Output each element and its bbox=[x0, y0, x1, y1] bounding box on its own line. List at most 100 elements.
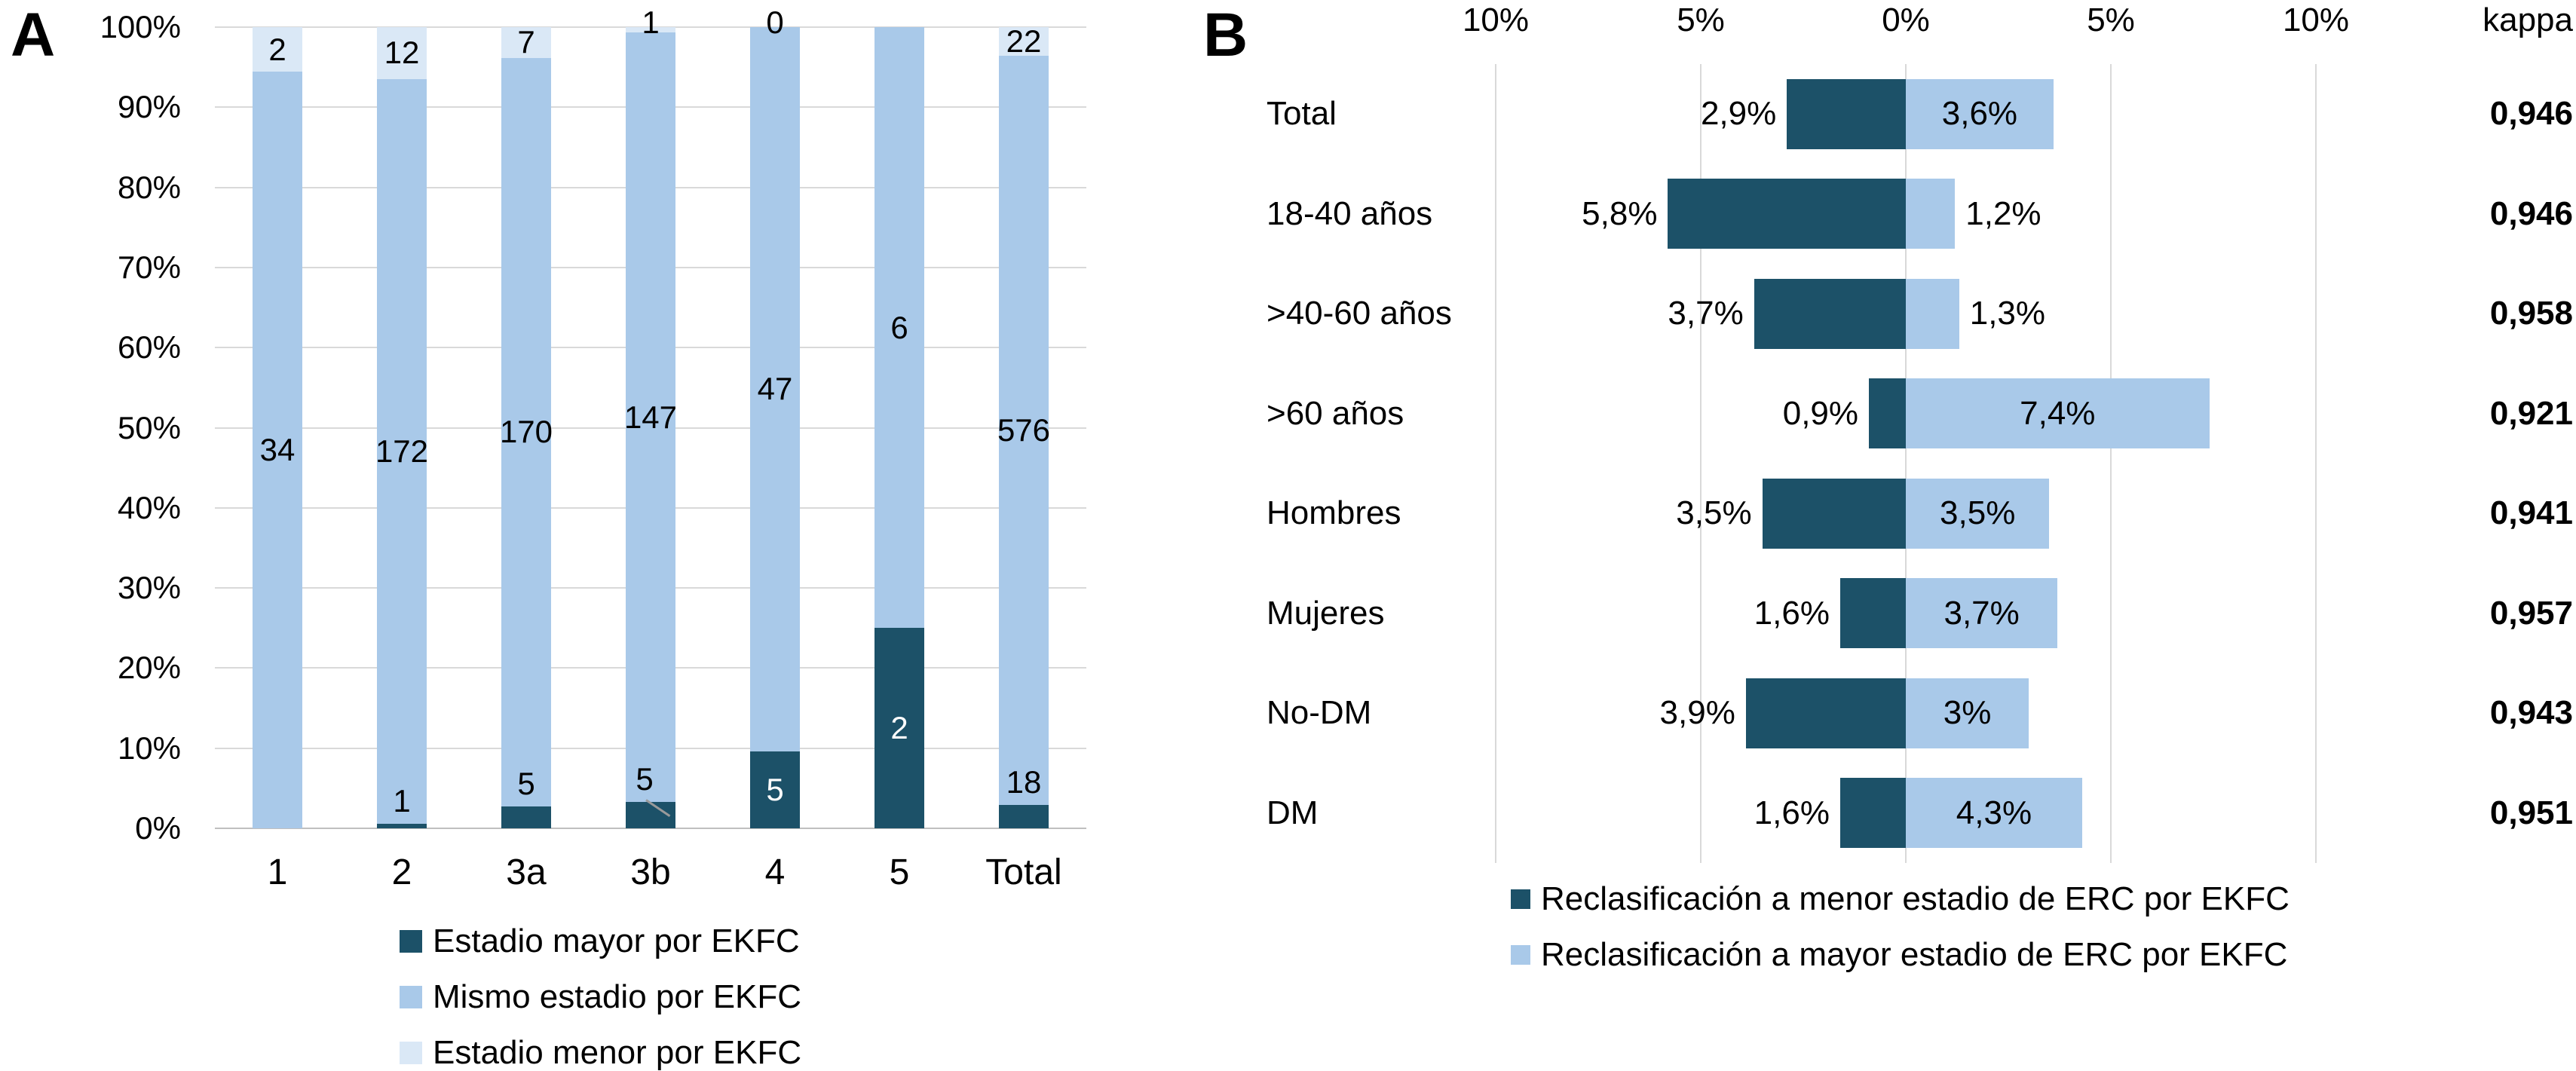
x-axis-category-label: 5 bbox=[889, 852, 910, 892]
data-label-mayor: 3,5% bbox=[1940, 494, 2016, 532]
row-category-label: Total bbox=[1267, 95, 1337, 133]
gridline-vertical bbox=[2315, 64, 2317, 863]
kappa-value: 0,941 bbox=[2489, 494, 2573, 532]
bar-reclasificacion-mayor bbox=[1906, 179, 1956, 249]
bar-segment-mismo-estadio bbox=[253, 72, 302, 828]
row-category-label: Mujeres bbox=[1267, 594, 1385, 632]
bar-reclasificacion-menor bbox=[1869, 378, 1906, 449]
data-label-estadio-menor: 7 bbox=[517, 24, 535, 60]
y-axis-tick-label: 80% bbox=[117, 169, 181, 205]
data-label-mismo-estadio: 172 bbox=[375, 433, 429, 470]
row-category-label: Hombres bbox=[1267, 494, 1401, 532]
data-label-mismo-estadio: 147 bbox=[623, 399, 678, 435]
legend-item: Estadio menor por EKFC bbox=[400, 1034, 801, 1071]
panel-a-letter: A bbox=[11, 1, 56, 69]
legend-label: Estadio menor por EKFC bbox=[433, 1034, 802, 1071]
data-label-estadio-mayor: 5 bbox=[766, 771, 784, 807]
y-axis-tick-label: 0% bbox=[135, 810, 181, 846]
kappa-value: 0,951 bbox=[2489, 794, 2573, 831]
x-axis-category-label: 1 bbox=[267, 852, 288, 892]
data-label-mayor: 1,2% bbox=[1965, 194, 2042, 232]
data-label-mayor: 7,4% bbox=[2020, 394, 2096, 432]
bar-segment-estadio-mayor bbox=[750, 751, 800, 828]
bar-segment-estadio-menor bbox=[626, 27, 675, 32]
y-axis-tick-label: 60% bbox=[117, 329, 181, 366]
data-label-menor: 1,6% bbox=[1754, 794, 1830, 831]
bar-reclasificacion-menor bbox=[1839, 578, 1906, 649]
panel-a-stacked-bar-chart: 0% 10% 20% 30% 40% 50% 60% 70% 80% 90% 100% 2 34 1 12 1… bbox=[0, 0, 1176, 1071]
data-label-mismo-estadio: 170 bbox=[499, 414, 553, 450]
legend-color-swatch-icon bbox=[400, 1042, 422, 1064]
kappa-column-header: kappa bbox=[2483, 2, 2573, 38]
x-axis-category-label: 4 bbox=[764, 852, 786, 892]
bar-segment-estadio-mayor bbox=[999, 804, 1049, 828]
bar-segment-estadio-mayor bbox=[626, 802, 675, 828]
x-axis-category-label: 2 bbox=[391, 852, 412, 892]
data-label-estadio-mayor: 5 bbox=[636, 761, 654, 797]
legend-item: Estadio mayor por EKFC bbox=[400, 923, 800, 960]
x-axis-category-label: 3a bbox=[506, 852, 547, 892]
bar-reclasificacion-mayor bbox=[1906, 678, 2029, 748]
y-axis-tick-label: 10% bbox=[117, 730, 181, 766]
bar-segment-mismo-estadio bbox=[501, 57, 551, 806]
gridline-vertical bbox=[2110, 64, 2112, 863]
bar-reclasificacion-menor bbox=[1839, 778, 1906, 849]
bar-reclasificacion-mayor bbox=[1906, 778, 2082, 849]
bar-reclasificacion-mayor bbox=[1906, 78, 2054, 149]
row-category-label: 18-40 años bbox=[1267, 194, 1433, 232]
legend-item: Reclasificación a mayor estadio de ERC p… bbox=[1511, 936, 2287, 974]
x-axis-top-label: 5% bbox=[2087, 2, 2135, 38]
row-category-label: DM bbox=[1267, 794, 1319, 831]
data-label-menor: 1,6% bbox=[1754, 594, 1830, 632]
y-axis-tick-label: 70% bbox=[117, 249, 181, 285]
legend-label: Estadio mayor por EKFC bbox=[433, 923, 800, 959]
x-axis-top-label: 10% bbox=[1462, 2, 1530, 38]
data-label-estadio-mayor: 2 bbox=[890, 710, 908, 746]
data-label-menor: 3,9% bbox=[1659, 694, 1735, 732]
y-axis-tick-label: 30% bbox=[117, 570, 181, 606]
kappa-value: 0,946 bbox=[2489, 95, 2573, 133]
bar-reclasificacion-menor bbox=[1745, 678, 1906, 748]
legend-color-swatch-icon bbox=[400, 986, 422, 1008]
data-label-estadio-mayor: 18 bbox=[1006, 763, 1042, 800]
bar-reclasificacion-mayor bbox=[1906, 378, 2210, 449]
data-label-menor: 3,7% bbox=[1668, 295, 1744, 332]
bar-segment-estadio-menor bbox=[501, 27, 551, 58]
bar-reclasificacion-menor bbox=[1754, 278, 1906, 349]
data-label-mismo-estadio: 576 bbox=[997, 412, 1051, 448]
x-axis-top-label: 10% bbox=[2282, 2, 2350, 38]
data-label-menor: 2,9% bbox=[1700, 95, 1777, 133]
bar-segment-mismo-estadio bbox=[750, 27, 800, 751]
bar-reclasificacion-mayor bbox=[1906, 478, 2050, 549]
row-category-label: >40-60 años bbox=[1267, 295, 1452, 332]
gridline-vertical bbox=[1905, 64, 1907, 863]
x-axis-top-label: 5% bbox=[1677, 2, 1725, 38]
data-label-mayor: 3,6% bbox=[1941, 95, 2018, 133]
x-axis-top-label: 0% bbox=[1882, 2, 1930, 38]
bar-segment-estadio-menor bbox=[999, 27, 1049, 56]
data-label-estadio-menor: 2 bbox=[268, 31, 286, 67]
bar-segment-estadio-mayor bbox=[377, 824, 427, 828]
bar-segment-estadio-menor bbox=[377, 27, 427, 79]
data-label-mayor: 4,3% bbox=[1956, 794, 2032, 831]
data-label-mayor: 1,3% bbox=[1969, 295, 2046, 332]
bar-segment-mismo-estadio bbox=[874, 27, 924, 629]
kappa-value: 0,921 bbox=[2489, 394, 2573, 432]
y-axis-tick-label: 50% bbox=[117, 409, 181, 445]
data-label-estadio-mayor: 1 bbox=[393, 783, 411, 819]
y-axis-tick-label: 20% bbox=[117, 650, 181, 686]
data-label-mismo-estadio: 34 bbox=[259, 432, 296, 468]
data-label-estadio-menor: 12 bbox=[384, 35, 420, 71]
x-axis-category-label: Total bbox=[985, 852, 1062, 892]
kappa-value: 0,957 bbox=[2489, 594, 2573, 632]
bar-segment-estadio-mayor bbox=[501, 806, 551, 828]
bar-segment-estadio-menor bbox=[253, 27, 302, 72]
bar-segment-mismo-estadio bbox=[999, 55, 1049, 805]
data-label-mayor: 3% bbox=[1943, 694, 1992, 732]
bar-reclasificacion-menor bbox=[1787, 78, 1906, 149]
data-label-menor: 0,9% bbox=[1782, 394, 1859, 432]
legend-label: Mismo estadio por EKFC bbox=[433, 978, 802, 1015]
kappa-value: 0,958 bbox=[2489, 295, 2573, 332]
panel-b-diverging-bar-chart: 10% 5% 0% 5% 10% kappa Total 2,9% 3,6% 0,946 18-40… bbox=[1176, 0, 2576, 1071]
